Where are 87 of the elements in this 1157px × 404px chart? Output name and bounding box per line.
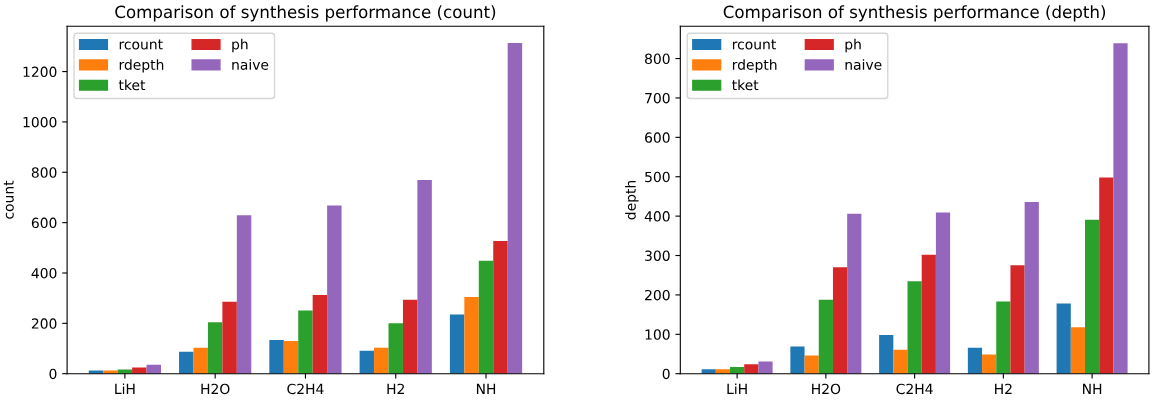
x-tick-label: C2H4 xyxy=(287,383,324,395)
legend-label: rdepth xyxy=(732,59,777,73)
y-tick-label: 600 xyxy=(31,217,57,229)
x-tick-label: H2O xyxy=(201,383,230,395)
bar xyxy=(935,212,951,374)
bar xyxy=(832,267,848,374)
bar xyxy=(893,349,908,374)
legend-label: rcount xyxy=(732,39,776,50)
bar xyxy=(1099,177,1114,374)
y-tick-label: 300 xyxy=(645,250,670,261)
legend-label: tket xyxy=(118,79,146,91)
x-tick-label: C2H4 xyxy=(896,383,933,395)
legend-label: tket xyxy=(732,79,759,91)
bar xyxy=(804,355,819,374)
y-tick-label: 100 xyxy=(645,329,670,340)
y-tick-label: 400 xyxy=(31,267,57,279)
x-tick-label: NH xyxy=(476,383,496,394)
y-axis-title: count xyxy=(3,180,14,219)
bar xyxy=(298,310,313,374)
bar xyxy=(269,339,284,374)
x-tick-label: H2 xyxy=(387,383,404,394)
bar xyxy=(921,254,936,374)
y-tick-label: 500 xyxy=(645,171,670,183)
legend-label: rdepth xyxy=(119,59,164,73)
bar xyxy=(982,354,997,374)
bar xyxy=(236,215,252,374)
legend-label: naive xyxy=(845,59,882,70)
chart-title: Comparison of synthesis performance (depth) xyxy=(723,5,1106,22)
bar xyxy=(283,340,299,374)
bar xyxy=(758,361,773,374)
legend-label: ph xyxy=(232,38,248,53)
x-tick-label: LiH xyxy=(727,383,747,394)
bar xyxy=(359,350,375,374)
y-tick-label: 800 xyxy=(645,53,670,65)
bar xyxy=(847,213,862,374)
bar xyxy=(132,367,147,374)
y-tick-label: 0 xyxy=(49,368,57,380)
y-tick-label: 800 xyxy=(31,167,57,178)
bar xyxy=(327,205,342,374)
y-tick-label: 700 xyxy=(645,92,670,104)
bar xyxy=(103,370,118,374)
bar xyxy=(222,301,237,374)
bar xyxy=(312,294,328,374)
y-tick-label: 200 xyxy=(645,289,670,301)
bar xyxy=(449,314,465,374)
bar xyxy=(179,351,194,374)
bar xyxy=(117,369,133,374)
x-tick-label: NH xyxy=(1083,383,1102,394)
bar xyxy=(507,42,523,374)
bar xyxy=(402,299,418,374)
bar xyxy=(701,369,716,374)
legend-label: ph xyxy=(845,38,861,53)
bar xyxy=(417,180,432,374)
bar xyxy=(996,301,1011,374)
bar xyxy=(1056,303,1071,374)
y-tick-label: 1000 xyxy=(23,116,57,128)
y-axis-title: depth xyxy=(625,180,639,220)
y-tick-label: 400 xyxy=(644,211,670,222)
chart-title: Comparison of synthesis performance (count) xyxy=(115,5,496,22)
bar xyxy=(1070,327,1085,374)
bar xyxy=(478,260,494,374)
bar xyxy=(464,296,479,374)
bar xyxy=(388,323,403,374)
bar xyxy=(907,281,922,374)
bar xyxy=(818,299,833,374)
y-tick-label: 0 xyxy=(662,368,670,380)
y-tick-label: 200 xyxy=(31,318,57,329)
bar xyxy=(1113,43,1128,374)
bar xyxy=(1085,219,1100,374)
y-tick-label: 1200 xyxy=(23,66,57,78)
bar xyxy=(193,347,208,374)
bar xyxy=(374,347,389,374)
bar xyxy=(207,322,223,374)
bar xyxy=(879,335,894,374)
bar xyxy=(967,347,983,374)
bar xyxy=(715,369,731,374)
legend-label: rcount xyxy=(119,39,163,50)
bar xyxy=(1010,265,1025,374)
bar xyxy=(790,346,805,374)
bar xyxy=(1024,201,1039,374)
x-tick-label: LiH xyxy=(115,383,135,394)
legend-label: naive xyxy=(232,59,269,70)
x-tick-label: H2 xyxy=(995,383,1012,394)
bar xyxy=(744,364,759,374)
y-tick-label: 600 xyxy=(645,132,670,143)
x-tick-label: H2O xyxy=(812,383,841,395)
bar xyxy=(493,241,508,374)
